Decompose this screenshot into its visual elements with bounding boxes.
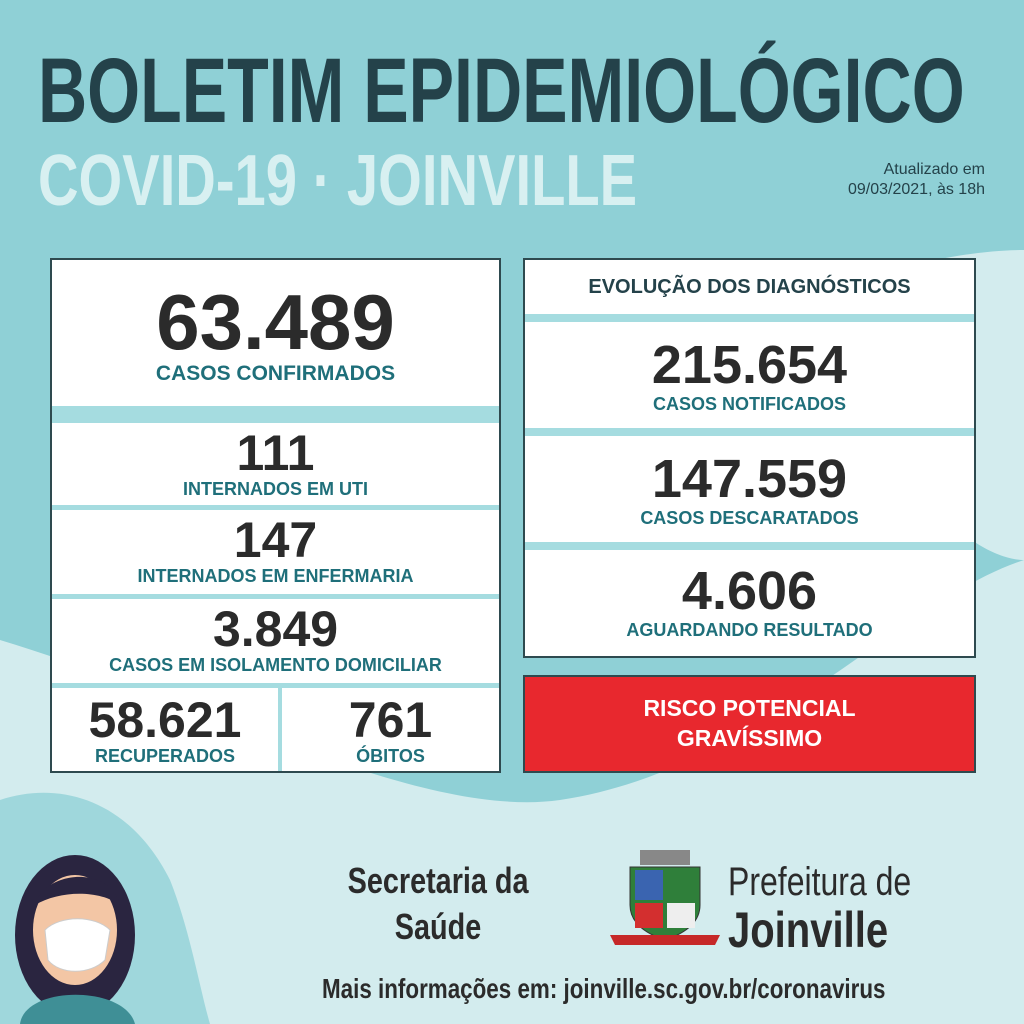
stat-value: 58.621 [88,692,242,748]
stat: 147 INTERNADOS EM ENFERMARIA [52,510,499,594]
stat: 4.606 AGUARDANDO RESULTADO [525,550,974,656]
secretaria: Secretaria da Saúde [318,858,558,950]
stat: 63.489 CASOS CONFIRMADOS [52,260,499,406]
risk-line: RISCO POTENCIAL [643,695,856,721]
subtitle: COVID-19 · JOINVILLE [38,141,638,221]
stat-label: INTERNADOS EM ENFERMARIA [137,566,414,586]
stat-label: CASOS NOTIFICADOS [652,394,846,414]
risk-line: GRAVÍSSIMO [676,725,823,751]
stat-value: 761 [348,692,433,748]
prefeitura-line: Prefeitura de [728,860,912,904]
more-info-text: Mais informações em: [322,973,558,1004]
stat: 3.849 CASOS EM ISOLAMENTO DOMICILIAR [52,599,499,683]
panel-header: EVOLUÇÃO DOS DIAGNÓSTICOS [525,260,974,314]
stat-value: 215.654 [651,335,848,395]
stat-label: INTERNADOS EM UTI [182,479,368,499]
stat-value: 111 [236,425,315,481]
stat-value: 4.606 [681,561,818,621]
stat: 58.621 RECUPERADOS [52,688,278,771]
prefeitura-line: Joinville [728,902,889,958]
stat: 147.559 CASOS DESCARATADOS [525,436,974,542]
stat-value: 147 [233,512,318,568]
stat-value: 63.489 [156,278,395,366]
updated: Atualizado em 09/03/2021, às 18h [760,160,985,200]
right-panel: EVOLUÇÃO DOS DIAGNÓSTICOS 215.654 CASOS … [523,258,976,658]
stat: 215.654 CASOS NOTIFICADOS [525,322,974,428]
stat-label: RECUPERADOS [94,746,236,766]
stat-label: CASOS DESCARATADOS [640,508,859,528]
stat-value: 3.849 [212,601,339,657]
stat: 761 ÓBITOS [282,688,499,771]
risk-box: RISCO POTENCIAL GRAVÍSSIMO [523,675,976,773]
url: joinville.sc.gov.br/coronavirus [563,973,886,1004]
stat-label: ÓBITOS [356,746,425,766]
stat-label: CASOS CONFIRMADOS [155,362,396,385]
stat-label: CASOS EM ISOLAMENTO DOMICILIAR [109,655,442,675]
crest [610,850,720,945]
prefeitura: Prefeitura de Joinville [728,860,988,956]
stat: 111 INTERNADOS EM UTI [52,423,499,505]
stat-value: 147.559 [651,449,848,509]
more-info: Mais informações em: joinville.sc.gov.br… [322,972,1022,1006]
secretaria-line: Saúde [394,906,482,947]
updated-line: 09/03/2021, às 18h [847,181,985,198]
stat-label: AGUARDANDO RESULTADO [626,620,873,640]
panel-title: EVOLUÇÃO DOS DIAGNÓSTICOS [588,276,911,298]
title: BOLETIM EPIDEMIOLÓGICO [38,40,965,142]
secretaria-line: Secretaria da [347,860,529,901]
left-panel: 63.489 CASOS CONFIRMADOS 111 INTERNADOS … [50,258,501,773]
updated-line: Atualizado em [883,161,985,178]
